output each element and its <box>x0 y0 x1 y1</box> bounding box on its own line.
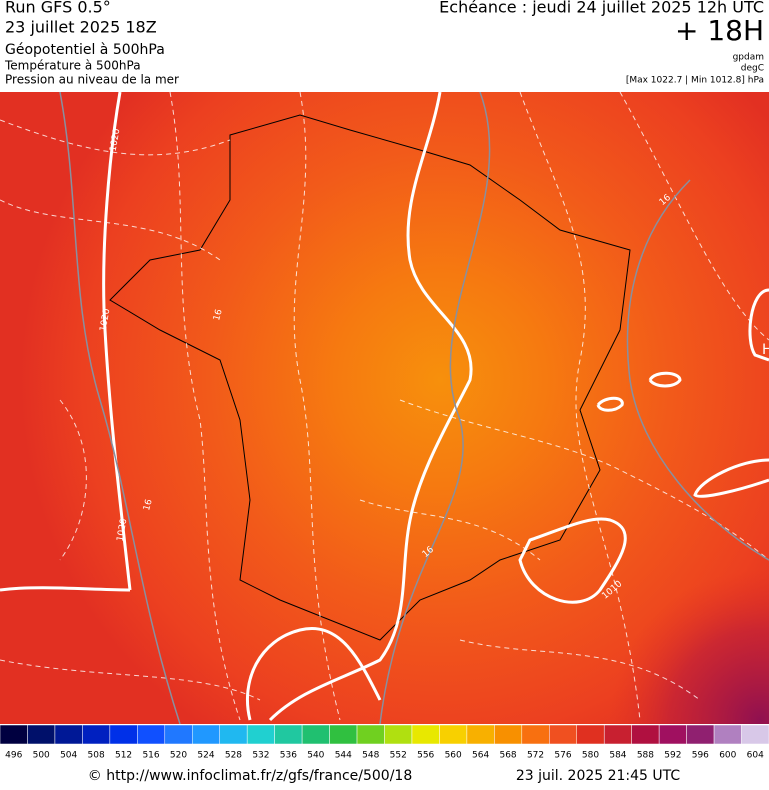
isobar <box>268 92 473 722</box>
colorbar-label: 584 <box>609 751 626 761</box>
colorbar-label: 540 <box>307 751 324 761</box>
colorbar-label: 512 <box>115 751 132 761</box>
color-swatch <box>549 724 577 745</box>
pressure-range: [Max 1022.7 | Min 1012.8] hPa <box>626 76 764 86</box>
colorbar-label: 572 <box>527 751 544 761</box>
color-swatch <box>27 724 56 745</box>
color-swatch <box>686 724 715 745</box>
colorbar-label: 592 <box>664 751 681 761</box>
forecast-time: Echéance : jeudi 24 juillet 2025 12h UTC <box>439 0 764 17</box>
unit-label: gpdam <box>733 53 764 63</box>
colorbar-label: 496 <box>5 751 22 761</box>
colorbar-label: 604 <box>747 751 764 761</box>
contour-label: 1020 <box>99 308 113 333</box>
contour-label: 16 <box>212 308 225 322</box>
color-swatch <box>164 724 193 745</box>
source-url: © http://www.infoclimat.fr/z/gfs/france/… <box>88 768 412 784</box>
colorbar-label: 576 <box>554 751 571 761</box>
colorbar-label: 524 <box>197 751 214 761</box>
color-swatch <box>192 724 220 745</box>
colorbar-label: 500 <box>33 751 50 761</box>
colorbar-label: 536 <box>280 751 297 761</box>
color-swatch <box>658 724 687 745</box>
color-swatch <box>631 724 660 745</box>
isotherms <box>0 92 769 721</box>
color-swatch <box>576 724 605 745</box>
map-field <box>0 92 769 724</box>
color-swatch <box>274 724 303 745</box>
layer-label: Température à 500hPa <box>4 59 141 73</box>
color-swatch <box>0 724 28 745</box>
isobar <box>0 92 132 592</box>
color-swatch <box>411 724 440 745</box>
color-swatch <box>439 724 468 745</box>
contour-label: 1020 <box>109 128 123 153</box>
colorbar-label: 504 <box>60 751 77 761</box>
color-swatch <box>219 724 248 745</box>
colorbar-label: 552 <box>390 751 407 761</box>
layer-label: Géopotentiel à 500hPa <box>5 42 165 58</box>
colorbar: 496 500 504 508 512 516 520 524 528 532 536 540 544 5… <box>0 724 769 761</box>
colorbar-label: 516 <box>142 751 159 761</box>
colorbar-label: 532 <box>252 751 269 761</box>
colorbar-label: 568 <box>499 751 516 761</box>
color-swatch <box>109 724 138 745</box>
color-swatch <box>521 724 550 745</box>
color-swatch <box>741 724 769 745</box>
contour-label: 16 <box>142 498 155 512</box>
colorbar-label: 544 <box>335 751 352 761</box>
header: Run GFS 0.5° 23 juillet 2025 18Z Géopote… <box>4 0 764 87</box>
map <box>0 92 769 724</box>
color-swatch <box>54 724 83 745</box>
run-date: 23 juillet 2025 18Z <box>5 18 157 37</box>
color-swatch <box>82 724 111 745</box>
colorbar-label: 580 <box>582 751 599 761</box>
colorbar-label: 560 <box>445 751 462 761</box>
high-pressure-marker: H <box>762 342 769 358</box>
color-swatch <box>246 724 275 745</box>
colorbar-label: 528 <box>225 751 242 761</box>
colorbar-label: 564 <box>472 751 489 761</box>
run-title: Run GFS 0.5° <box>5 0 111 17</box>
timestamp: 23 juil. 2025 21:45 UTC <box>516 768 681 784</box>
coastline <box>109 114 631 641</box>
color-swatch <box>713 724 742 745</box>
colorbar-label: 548 <box>362 751 379 761</box>
colorbar-label: 600 <box>719 751 736 761</box>
color-swatch <box>603 724 632 745</box>
unit-label: degC <box>741 64 764 74</box>
color-swatch <box>137 724 166 745</box>
color-swatch <box>466 724 495 745</box>
color-swatch <box>301 724 330 745</box>
geopotential-lines <box>59 92 769 724</box>
colorbar-label: 596 <box>692 751 709 761</box>
color-swatch <box>384 724 413 745</box>
contour-label: 1020 <box>116 518 130 543</box>
colorbar-label: 588 <box>637 751 654 761</box>
colorbar-label: 520 <box>170 751 187 761</box>
lead-time: + 18H <box>675 14 764 47</box>
isobar <box>245 517 627 721</box>
colorbar-label: 556 <box>417 751 434 761</box>
colorbar-label: 508 <box>88 751 105 761</box>
color-swatch <box>356 724 385 745</box>
color-swatch <box>329 724 358 745</box>
color-swatch <box>494 724 523 745</box>
layer-label: Pression au niveau de la mer <box>5 73 179 87</box>
